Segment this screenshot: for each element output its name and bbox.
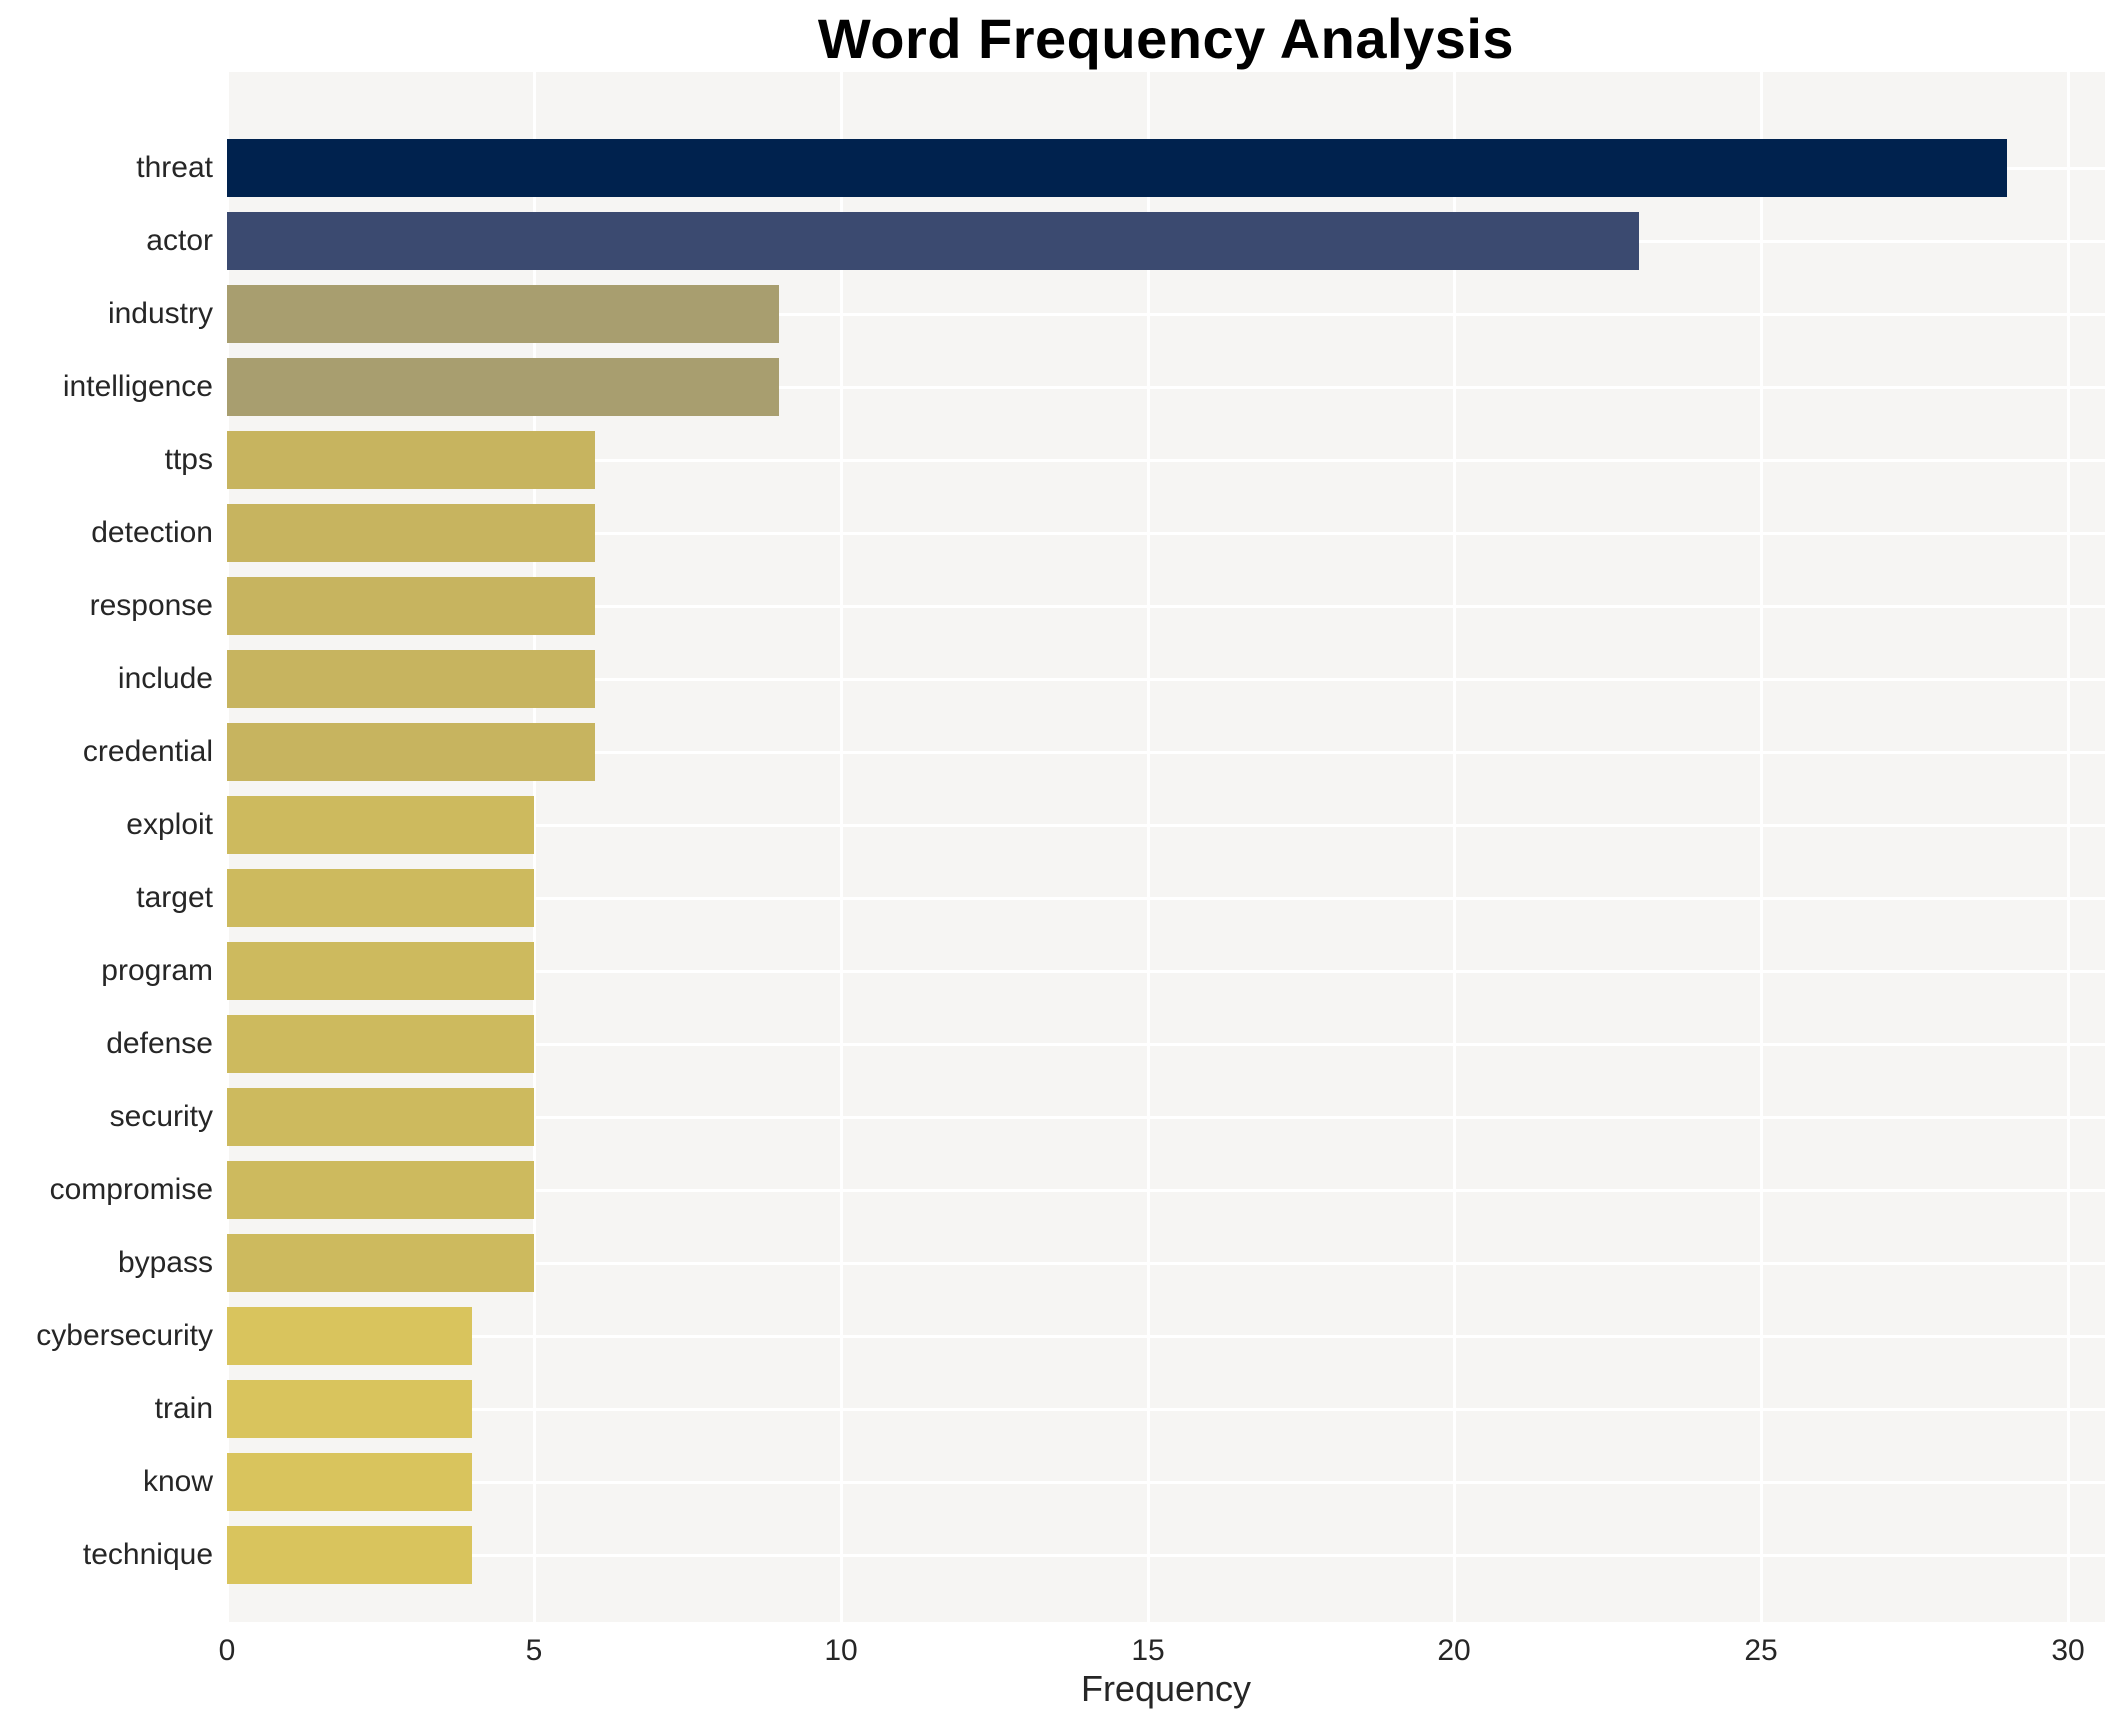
vertical-gridline (1760, 72, 1763, 1622)
bar-threat (227, 139, 2007, 197)
horizontal-gridline (227, 1116, 2105, 1119)
y-tick-label: response (89, 589, 213, 622)
horizontal-gridline (227, 1262, 2105, 1265)
horizontal-gridline (227, 751, 2105, 754)
x-tick-label: 5 (525, 1634, 543, 1667)
y-tick-label: credential (82, 735, 213, 768)
x-tick-label: 30 (2051, 1634, 2085, 1667)
horizontal-gridline (227, 897, 2105, 900)
horizontal-gridline (227, 459, 2105, 462)
y-tick-label: include (117, 662, 213, 695)
horizontal-gridline (227, 532, 2105, 535)
vertical-gridline (2067, 72, 2070, 1622)
vertical-gridline (1453, 72, 1456, 1622)
y-tick-label: threat (136, 151, 213, 184)
y-tick-label: target (136, 881, 213, 914)
plot-area (226, 72, 2105, 1622)
bar-security (227, 1088, 534, 1146)
x-axis-title: Frequency (1080, 1668, 1252, 1709)
x-tick-label: 15 (1131, 1634, 1165, 1667)
horizontal-gridline (227, 313, 2105, 316)
x-tick-label: 20 (1437, 1634, 1471, 1667)
y-tick-label: detection (91, 516, 213, 549)
y-tick-label: ttps (164, 443, 213, 476)
y-tick-label: industry (107, 297, 213, 330)
horizontal-gridline (227, 1481, 2105, 1484)
y-tick-label: train (154, 1392, 213, 1425)
y-tick-label: technique (82, 1538, 213, 1571)
bar-program (227, 942, 534, 1000)
bar-ttps (227, 431, 595, 489)
y-tick-label: security (109, 1100, 213, 1133)
horizontal-gridline (227, 1554, 2105, 1557)
bar-response (227, 577, 595, 635)
horizontal-gridline (227, 605, 2105, 608)
bar-detection (227, 504, 595, 562)
horizontal-gridline (227, 678, 2105, 681)
y-tick-label: bypass (117, 1246, 213, 1279)
bar-compromise (227, 1161, 534, 1219)
y-tick-label: intelligence (62, 370, 213, 403)
y-tick-label: know (142, 1465, 213, 1498)
bar-train (227, 1380, 472, 1438)
bar-industry (227, 285, 779, 343)
bar-actor (227, 212, 1639, 270)
bar-include (227, 650, 595, 708)
x-tick-label: 10 (824, 1634, 858, 1667)
x-tick-label: 25 (1744, 1634, 1778, 1667)
bar-know (227, 1453, 472, 1511)
vertical-gridline (840, 72, 843, 1622)
horizontal-gridline (227, 1189, 2105, 1192)
vertical-gridline (1147, 72, 1150, 1622)
x-tick-label: 0 (218, 1634, 236, 1667)
horizontal-gridline (227, 1408, 2105, 1411)
y-tick-label: exploit (126, 808, 213, 841)
y-tick-label: program (101, 954, 213, 987)
horizontal-gridline (227, 386, 2105, 389)
chart-title: Word Frequency Analysis (817, 7, 1515, 70)
bar-intelligence (227, 358, 779, 416)
horizontal-gridline (227, 1043, 2105, 1046)
horizontal-gridline (227, 824, 2105, 827)
y-tick-label: cybersecurity (36, 1319, 213, 1352)
horizontal-gridline (227, 970, 2105, 973)
y-tick-label: actor (146, 224, 213, 257)
bar-credential (227, 723, 595, 781)
bar-bypass (227, 1234, 534, 1292)
bar-defense (227, 1015, 534, 1073)
y-tick-label: compromise (49, 1173, 213, 1206)
vertical-gridline (533, 72, 536, 1622)
bar-cybersecurity (227, 1307, 472, 1365)
y-tick-label: defense (106, 1027, 213, 1060)
bar-technique (227, 1526, 472, 1584)
bar-target (227, 869, 534, 927)
bar-exploit (227, 796, 534, 854)
horizontal-gridline (227, 1335, 2105, 1338)
